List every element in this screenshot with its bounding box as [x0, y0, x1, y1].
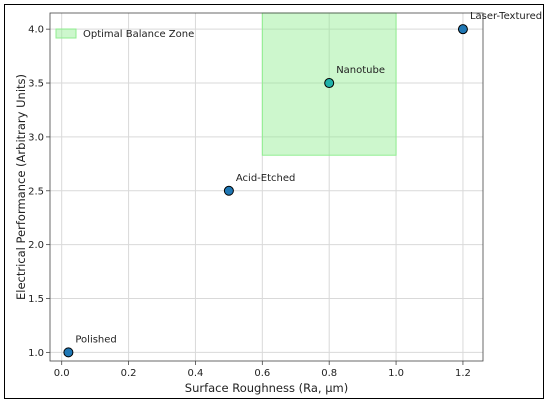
legend-swatch [55, 28, 77, 39]
x-tick-label: 1.2 [455, 368, 471, 379]
data-point-nanotube [324, 78, 335, 89]
plot-area-border [49, 12, 484, 362]
data-point-acid-etched [223, 185, 234, 196]
y-tick-label: 1.0 [28, 348, 44, 359]
x-tick-label: 0.2 [121, 368, 137, 379]
data-point-polished [63, 347, 74, 358]
legend-label: Optimal Balance Zone [83, 29, 194, 40]
chart-frame: 0.0 0.2 0.4 0.6 0.8 1.0 1.2 1.0 1.5 2.0 2.5 3.0 3.5… [4, 4, 544, 399]
y-tick-label: 4.0 [28, 25, 44, 36]
point-labels: Polished Acid-Etched Nanotube Laser-Texture… [75, 11, 542, 345]
scatter-chart: 0.0 0.2 0.4 0.6 0.8 1.0 1.2 1.0 1.5 2.0 2.5 3.0 3.5… [14, 11, 542, 395]
y-tick-label: 2.0 [28, 240, 44, 251]
y-tick-label: 3.0 [28, 132, 44, 143]
x-tick-label: 0.8 [321, 368, 337, 379]
x-tick-label: 1.0 [388, 368, 404, 379]
data-points [63, 24, 468, 358]
x-axis-ticks: 0.0 0.2 0.4 0.6 0.8 1.0 1.2 [54, 361, 471, 379]
y-tick-label: 2.5 [28, 186, 44, 197]
data-label: Acid-Etched [236, 173, 295, 184]
legend: Optimal Balance Zone [55, 28, 194, 40]
x-tick-label: 0.0 [54, 368, 70, 379]
data-label: Laser-Textured [470, 11, 542, 22]
y-axis-ticks: 1.0 1.5 2.0 2.5 3.0 3.5 4.0 [28, 25, 50, 359]
data-label: Polished [75, 334, 116, 345]
y-tick-label: 1.5 [28, 294, 44, 305]
data-label: Nanotube [336, 65, 385, 76]
x-tick-label: 0.6 [254, 368, 270, 379]
y-tick-label: 3.5 [28, 79, 44, 90]
data-point-laser-textured [457, 24, 468, 35]
x-axis-label: Surface Roughness (Ra, μm) [185, 381, 348, 395]
x-tick-label: 0.4 [187, 368, 203, 379]
y-axis-label: Electrical Performance (Arbitrary Units) [14, 74, 28, 300]
